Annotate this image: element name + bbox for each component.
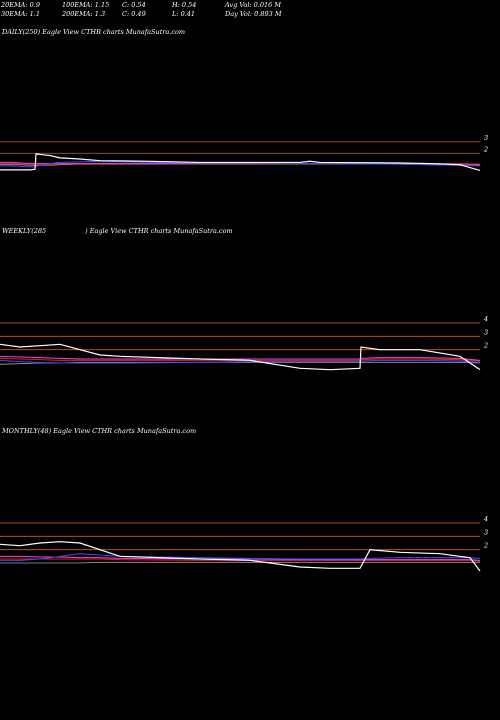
monthly-chart: 4 3 2: [0, 515, 488, 572]
monthly-tick-label-2: 2: [483, 542, 488, 550]
header-100ema: 100EMA: 1.15: [62, 1, 110, 9]
weekly-panel-title-b: ) Eagle View CTHR charts MunafaSutra.com: [85, 227, 233, 235]
daily-price-line: [0, 153, 481, 172]
monthly-ema-blue-line: [0, 553, 481, 561]
monthly-tick-label-4: 4: [483, 515, 488, 523]
monthly-ema-gray-line: [0, 561, 480, 564]
monthly-tick-label-3: 3: [484, 528, 488, 536]
daily-chart: 32: [0, 134, 488, 172]
monthly-price-line: [0, 541, 481, 572]
weekly-ema-blue-line: [0, 359, 481, 364]
header-low: L: 0.41: [172, 10, 196, 18]
header-high: H: 0.54: [172, 1, 197, 9]
header-20ema: 20EMA: 0.9: [1, 1, 40, 9]
weekly-panel-title-a: WEEKLY(285: [2, 227, 47, 235]
weekly-panel-title: WEEKLY(285 ) Eagle View CTHR charts Munaf…: [2, 227, 233, 235]
daily-tick-label-3: 3: [484, 134, 488, 142]
weekly-tick-label-3: 3: [484, 328, 488, 336]
daily-tick-label-2: 2: [483, 145, 488, 153]
header-30ema: 30EMA: 1.1: [1, 10, 40, 18]
daily-panel-title: DAILY(250) Eagle View CTHR charts Munafa…: [2, 28, 186, 36]
weekly-tick-label-2: 2: [483, 342, 488, 350]
header-200ema: 200EMA: 1.3: [62, 10, 106, 18]
monthly-panel-title: MONTHLY(48) Eagle View CTHR charts Munaf…: [2, 427, 197, 435]
weekly-tick-label-4: 4: [483, 315, 488, 323]
header-close: C: 0.49: [122, 10, 146, 18]
weekly-price-line: [0, 343, 481, 371]
weekly-ema-pink-line: [0, 355, 481, 361]
header-avg-vol: Avg Vol: 0.016 M: [225, 1, 282, 9]
weekly-chart: 4 3 2: [0, 315, 488, 371]
header-open: C: 0.54: [122, 1, 146, 9]
header-day-vol: Day Vol: 0.893 M: [225, 10, 282, 18]
